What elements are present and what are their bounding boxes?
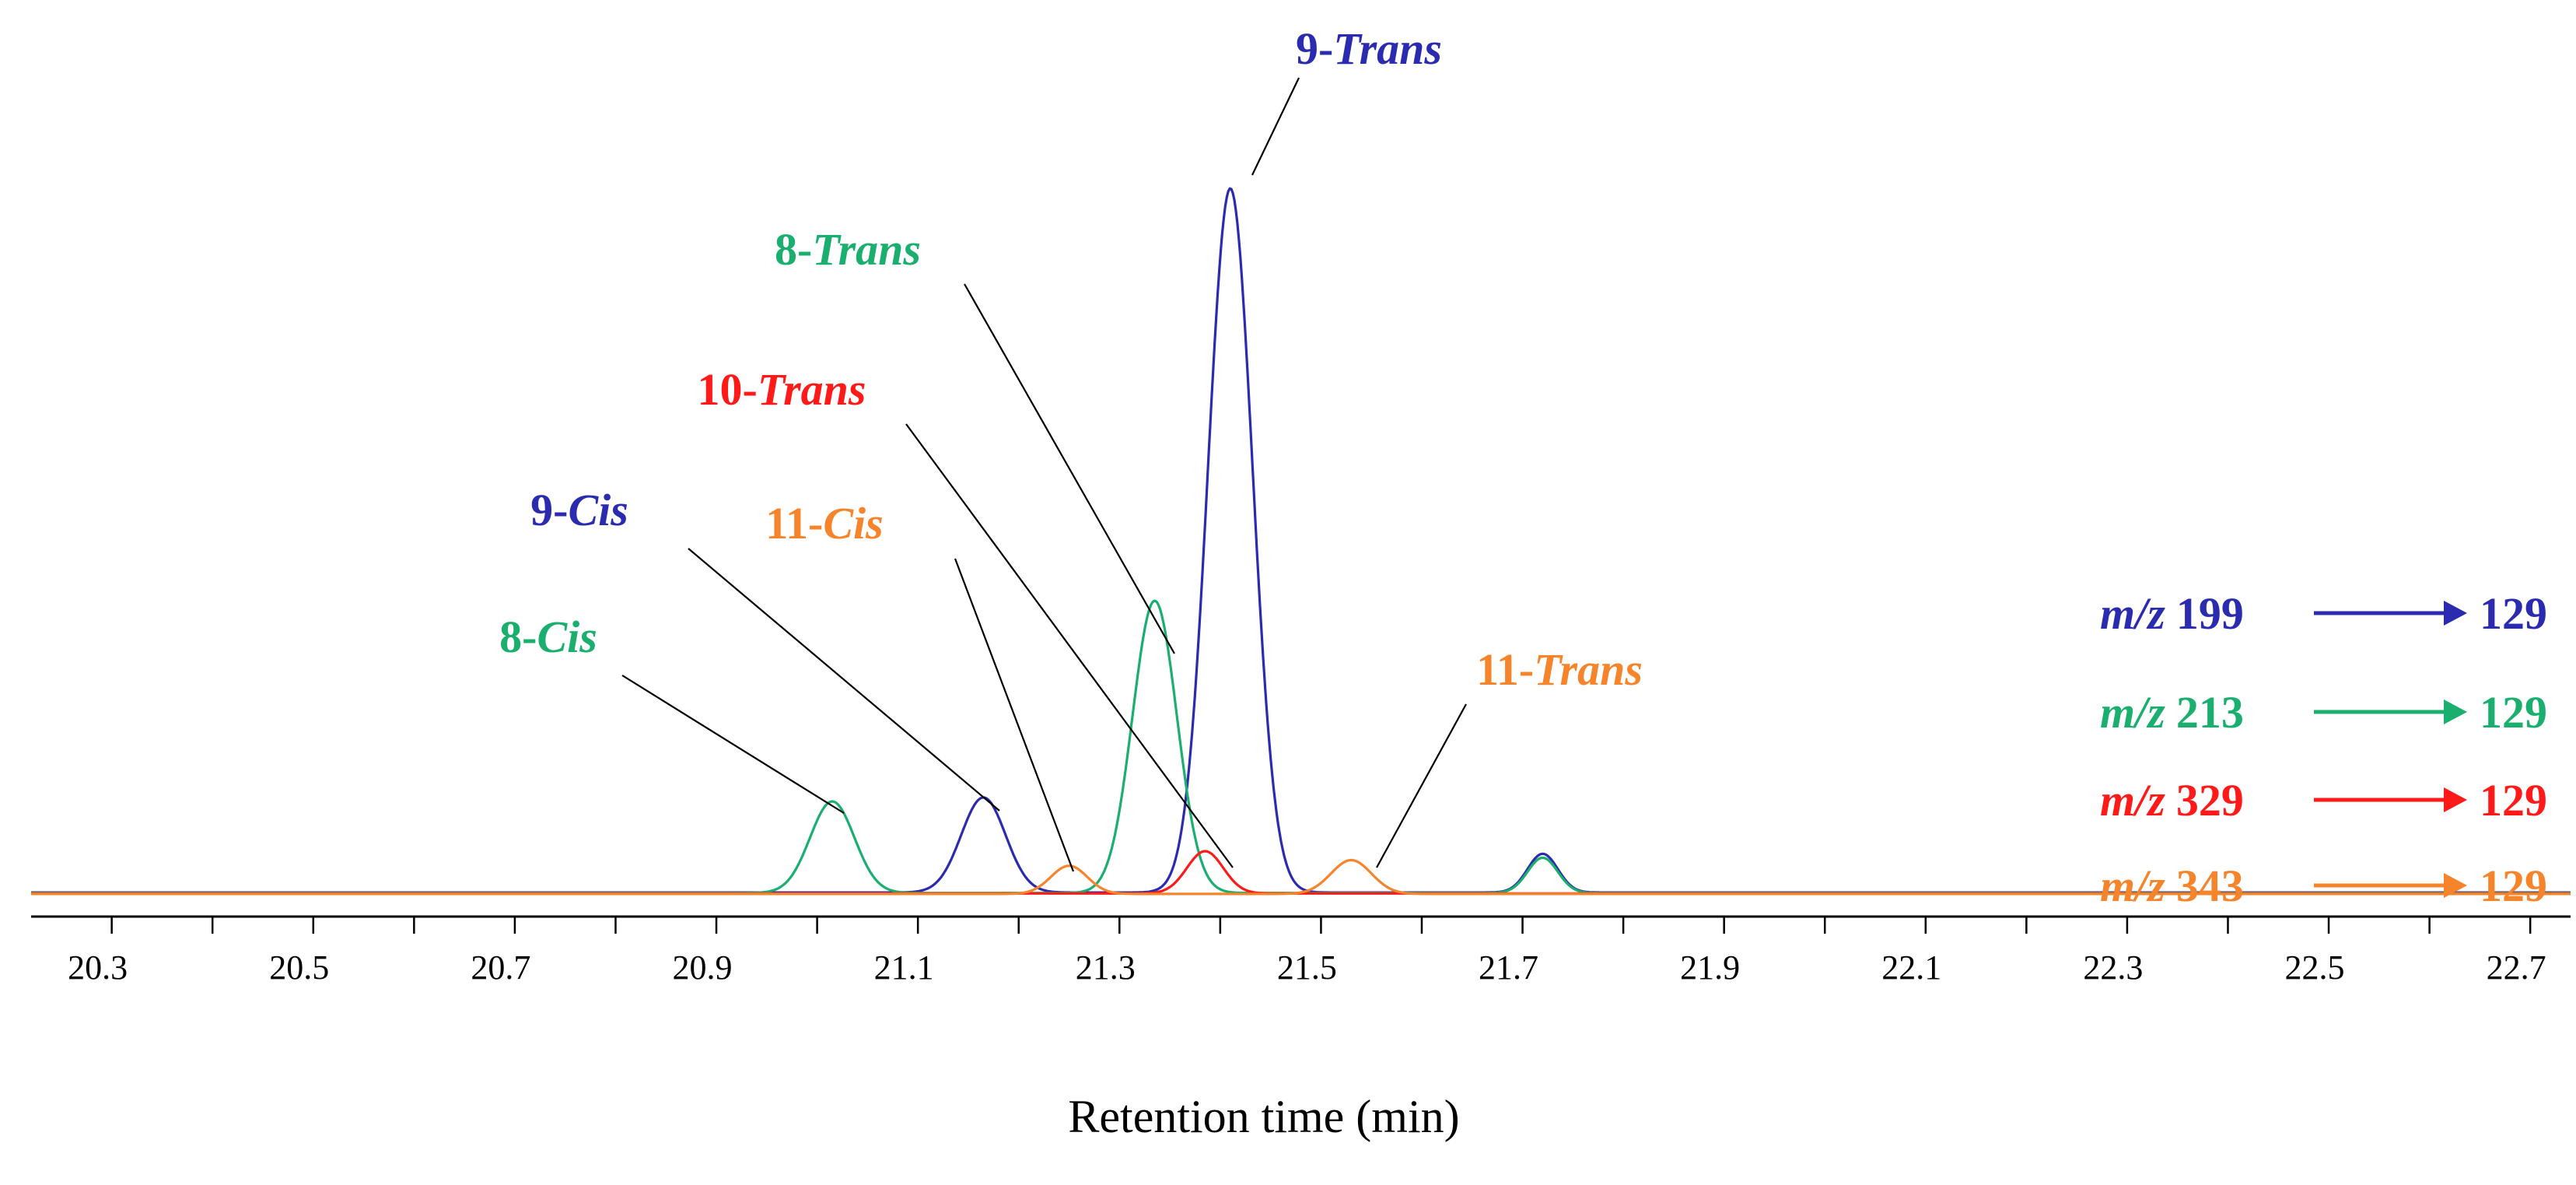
peak-label-number: 9- [530,485,568,535]
leader-lines [621,77,1467,872]
legend-precursor: m/z 199 [2100,588,2244,639]
x-tick-label: 21.5 [1277,948,1337,987]
legend-mz-prefix: m/z [2100,775,2165,826]
legend-mz-prefix: m/z [2100,861,2165,911]
legend-item: m/z 329 129 [2100,775,2547,826]
legend-precursor: m/z 329 [2100,775,2244,826]
x-axis: 20.3 20.5 20.7 20.9 21.1 21.3 21.5 21.7 21.9 22.1… [31,915,2571,987]
legend-item: m/z 213 129 [2100,687,2547,738]
x-tick-label: 22.7 [2487,948,2546,987]
peak-label: 8-Trans [775,224,921,275]
x-tick-label: 21.9 [1680,948,1740,987]
x-tick-label: 20.5 [269,948,329,987]
peak-label-name: Cis [823,498,883,549]
legend-mz-prefix: m/z [2100,588,2165,639]
x-tick-label: 20.3 [68,948,128,987]
x-tick-label: 21.7 [1479,948,1538,987]
x-tick-label: 22.1 [1881,948,1941,987]
peak-label: 9-Cis [530,485,628,535]
peak-label-number: 10- [697,364,757,415]
peak-label-number: 8- [775,224,812,275]
arrow-icon [2444,699,2467,724]
peak-label-number: 9- [1296,23,1333,74]
peak-label-name: Cis [537,612,597,662]
leader-line [905,423,1234,868]
legend-product-value: 129 [2480,775,2547,826]
x-tick-label: 21.1 [874,948,934,987]
legend-precursor-value: 329 [2176,775,2244,826]
arrow-icon [2444,787,2467,812]
peak-label-name: Cis [568,485,628,535]
peak-label-number: 8- [499,612,537,662]
series-layer [31,187,2571,896]
legend-product-value: 129 [2480,861,2547,911]
peak-label: 11-Trans [1476,644,1643,695]
x-tick-label: 20.7 [471,948,530,987]
x-tick-label: 20.9 [673,948,733,987]
peak-label: 10-Trans [697,364,866,415]
legend-product-value: 129 [2480,588,2547,639]
peak-label: 8-Cis [499,612,597,662]
x-tick-label: 22.5 [2285,948,2345,987]
legend-mz-prefix: m/z [2100,687,2165,738]
x-axis-title: Retention time (min) [1068,1091,1459,1142]
peak-label-name: Trans [812,224,921,275]
legend-precursor-value: 213 [2176,687,2244,738]
leader-line [1376,703,1467,868]
arrow-icon [2444,873,2467,898]
peak-label: 9-Trans [1296,23,1442,74]
peak-label-name: Trans [1534,644,1643,695]
legend-precursor-value: 199 [2176,588,2244,639]
legend-item: m/z 199 129 [2100,588,2547,639]
peak-label-number: 11- [1476,644,1534,695]
legend-precursor: m/z 213 [2100,687,2244,738]
leader-line [954,558,1075,872]
legend-precursor-value: 343 [2176,861,2244,911]
peak-label-number: 11- [765,498,823,549]
leader-line [964,283,1175,654]
leader-line [621,675,845,814]
peak-label: 11-Cis [765,498,884,549]
series-line-2 [31,599,2571,895]
legend-precursor: m/z 343 [2100,861,2244,911]
legend-product-value: 129 [2480,687,2547,738]
x-tick-label: 22.3 [2083,948,2143,987]
peak-label-name: Trans [758,364,866,415]
arrow-icon [2444,601,2467,626]
leader-line [688,548,1000,812]
series-line-4 [31,858,2571,896]
leader-line [1251,77,1300,176]
x-tick-label: 21.3 [1076,948,1136,987]
peak-label-name: Trans [1333,23,1442,74]
legend-item: m/z 343 129 [2100,861,2547,911]
